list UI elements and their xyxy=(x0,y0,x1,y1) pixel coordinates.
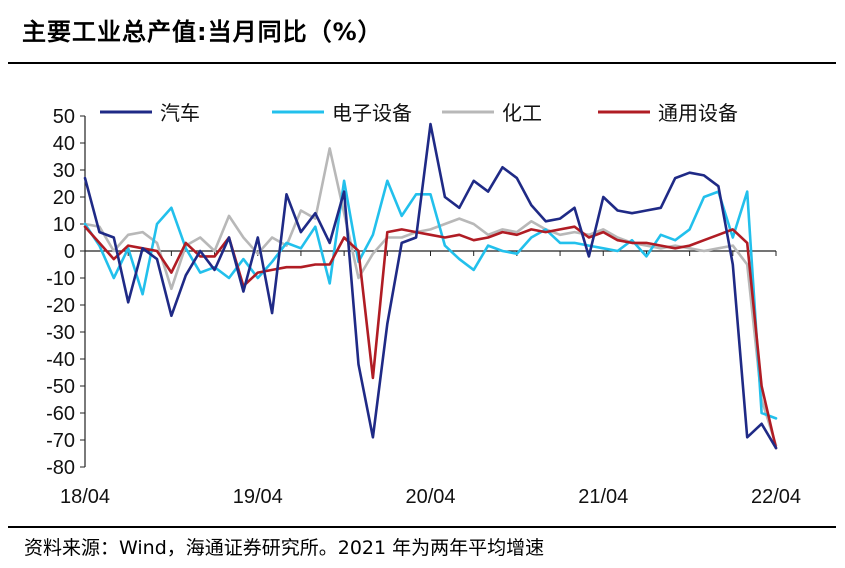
x-tick-label: 19/04 xyxy=(233,486,283,508)
title-divider xyxy=(8,62,836,64)
series-line-2 xyxy=(83,179,778,420)
y-tick-label: 0 xyxy=(64,241,75,263)
legend-label: 汽车 xyxy=(160,101,200,125)
legend-label: 化工 xyxy=(502,101,542,125)
x-tick-label: 22/04 xyxy=(751,486,801,508)
y-tick-label: 10 xyxy=(53,214,75,236)
y-tick-label: -70 xyxy=(46,430,75,452)
x-axis: 18/04 19/04 20/04 21/04 22/04 xyxy=(60,250,801,508)
x-tick-label: 20/04 xyxy=(405,486,455,508)
y-tick-label: 30 xyxy=(53,160,75,182)
series-line-1 xyxy=(83,122,778,450)
y-axis: 50 40 30 20 10 0 -10 -20 -30 -40 -50 -60 -70 -80 xyxy=(46,106,86,479)
x-tick-label: 21/04 xyxy=(578,486,628,508)
series-line-3 xyxy=(83,147,778,447)
y-tick-label: -50 xyxy=(46,376,75,398)
page-title: 主要工业总产值:当月同比（%） xyxy=(22,18,383,46)
y-tick-label: 20 xyxy=(53,187,75,209)
y-tick-label: -80 xyxy=(46,457,75,479)
source-note: 资料来源：Wind，海通证券研究所。2021 年为两年平均增速 xyxy=(24,537,545,559)
footer-divider xyxy=(8,526,836,528)
y-tick-label: 50 xyxy=(53,106,75,128)
y-tick-label: -40 xyxy=(46,349,75,371)
line-chart: 50 40 30 20 10 0 -10 -20 -30 -40 -50 -60 -70 -80 18/0… xyxy=(46,101,801,508)
legend-label: 通用设备 xyxy=(658,101,738,125)
legend: 汽车 电子设备 化工 通用设备 xyxy=(100,101,738,125)
y-tick-label: 40 xyxy=(53,133,75,155)
y-tick-label: -10 xyxy=(46,268,75,290)
series-line-4 xyxy=(83,225,778,450)
x-tick-label: 18/04 xyxy=(60,486,110,508)
y-tick-label: -30 xyxy=(46,322,75,344)
legend-label: 电子设备 xyxy=(332,101,412,125)
y-tick-label: -20 xyxy=(46,295,75,317)
y-tick-label: -60 xyxy=(46,403,75,425)
series-layer xyxy=(83,122,778,450)
